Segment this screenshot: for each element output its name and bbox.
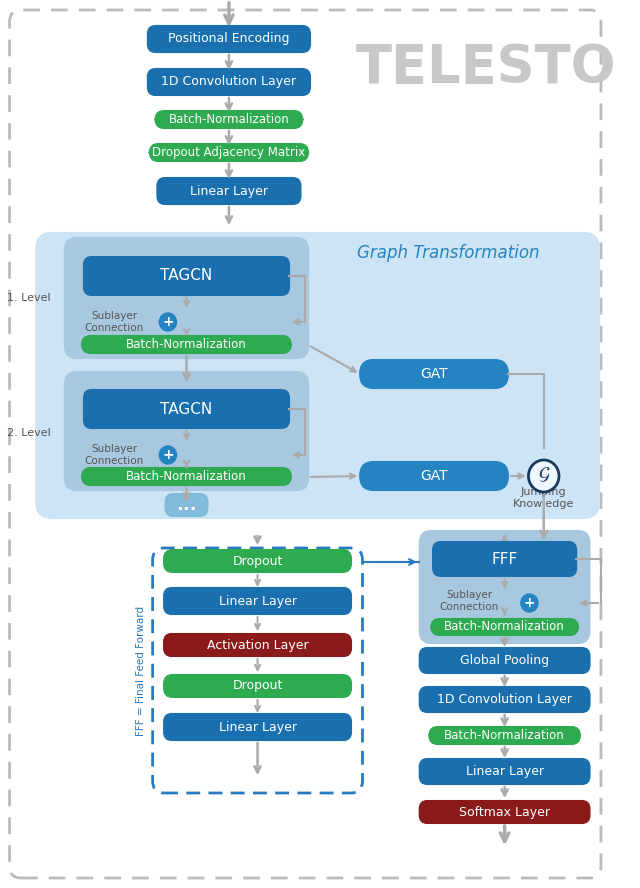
Text: FFF = Final Feed Forward: FFF = Final Feed Forward bbox=[136, 606, 146, 735]
FancyBboxPatch shape bbox=[156, 111, 302, 128]
Text: TAGCN: TAGCN bbox=[161, 268, 212, 283]
FancyBboxPatch shape bbox=[84, 390, 289, 428]
FancyBboxPatch shape bbox=[360, 462, 508, 490]
Text: 1D Convolution Layer: 1D Convolution Layer bbox=[161, 75, 296, 89]
Text: Dropout: Dropout bbox=[232, 679, 283, 693]
Text: 1D Convolution Layer: 1D Convolution Layer bbox=[437, 693, 572, 706]
FancyBboxPatch shape bbox=[65, 238, 308, 358]
FancyBboxPatch shape bbox=[164, 634, 351, 656]
Text: Batch-Normalization: Batch-Normalization bbox=[126, 470, 247, 483]
Text: +: + bbox=[162, 448, 173, 462]
Text: +: + bbox=[162, 315, 173, 329]
FancyBboxPatch shape bbox=[166, 494, 207, 516]
Text: Linear Layer: Linear Layer bbox=[466, 765, 543, 778]
Text: Linear Layer: Linear Layer bbox=[218, 594, 296, 607]
FancyBboxPatch shape bbox=[420, 531, 589, 643]
Text: Activation Layer: Activation Layer bbox=[207, 638, 308, 652]
Text: +: + bbox=[524, 596, 535, 610]
Text: Sublayer
Connection: Sublayer Connection bbox=[440, 591, 499, 612]
Text: Global Pooling: Global Pooling bbox=[460, 654, 549, 667]
Text: Dropout: Dropout bbox=[232, 554, 283, 567]
Text: Linear Layer: Linear Layer bbox=[190, 185, 268, 197]
FancyBboxPatch shape bbox=[164, 675, 351, 697]
FancyBboxPatch shape bbox=[150, 144, 308, 161]
Text: FFF: FFF bbox=[492, 551, 518, 567]
Circle shape bbox=[159, 313, 177, 331]
FancyBboxPatch shape bbox=[65, 372, 308, 490]
Text: Softmax Layer: Softmax Layer bbox=[459, 805, 550, 819]
FancyBboxPatch shape bbox=[420, 648, 589, 673]
FancyBboxPatch shape bbox=[420, 759, 589, 784]
FancyBboxPatch shape bbox=[157, 178, 301, 204]
Text: 1. Level: 1. Level bbox=[7, 293, 51, 303]
Text: Sublayer
Connection: Sublayer Connection bbox=[85, 311, 144, 333]
Text: Batch-Normalization: Batch-Normalization bbox=[444, 621, 565, 633]
Text: Batch-Normalization: Batch-Normalization bbox=[126, 338, 247, 351]
Text: $\mathcal{G}$: $\mathcal{G}$ bbox=[538, 466, 550, 484]
Text: TAGCN: TAGCN bbox=[161, 401, 212, 416]
FancyBboxPatch shape bbox=[420, 801, 589, 823]
FancyBboxPatch shape bbox=[148, 26, 310, 52]
Text: Dropout Adjacency Matrix: Dropout Adjacency Matrix bbox=[152, 146, 305, 159]
Text: ...: ... bbox=[176, 496, 197, 514]
Text: Sublayer
Connection: Sublayer Connection bbox=[85, 444, 144, 466]
Text: Batch-Normalization: Batch-Normalization bbox=[444, 729, 565, 742]
FancyBboxPatch shape bbox=[84, 257, 289, 295]
Text: 2. Level: 2. Level bbox=[7, 428, 51, 438]
Circle shape bbox=[159, 446, 177, 464]
Text: Positional Encoding: Positional Encoding bbox=[168, 33, 290, 45]
Text: Jumping
Knowledge: Jumping Knowledge bbox=[513, 488, 575, 509]
FancyBboxPatch shape bbox=[82, 336, 291, 353]
Text: TELESTO: TELESTO bbox=[356, 42, 617, 94]
FancyBboxPatch shape bbox=[420, 687, 589, 712]
Text: GAT: GAT bbox=[420, 469, 448, 483]
FancyBboxPatch shape bbox=[164, 714, 351, 740]
FancyBboxPatch shape bbox=[360, 360, 508, 388]
Text: Graph Transformation: Graph Transformation bbox=[357, 244, 540, 262]
Text: Linear Layer: Linear Layer bbox=[218, 720, 296, 733]
Circle shape bbox=[521, 594, 538, 612]
FancyBboxPatch shape bbox=[429, 727, 580, 744]
Circle shape bbox=[529, 460, 559, 492]
FancyBboxPatch shape bbox=[164, 550, 351, 572]
FancyBboxPatch shape bbox=[82, 468, 291, 485]
Text: GAT: GAT bbox=[420, 367, 448, 381]
FancyBboxPatch shape bbox=[431, 619, 578, 635]
FancyBboxPatch shape bbox=[148, 69, 310, 95]
FancyBboxPatch shape bbox=[433, 542, 576, 576]
Text: Batch-Normalization: Batch-Normalization bbox=[168, 113, 289, 126]
FancyBboxPatch shape bbox=[164, 588, 351, 614]
FancyBboxPatch shape bbox=[36, 233, 599, 518]
